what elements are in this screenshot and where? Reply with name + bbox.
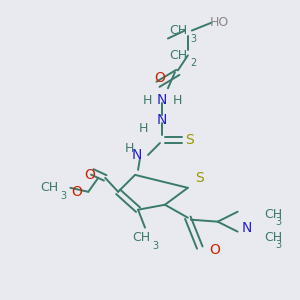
- Text: HO: HO: [210, 16, 229, 29]
- Text: H: H: [125, 142, 134, 154]
- Text: 3: 3: [275, 217, 281, 227]
- Text: N: N: [242, 220, 252, 235]
- Text: S: S: [185, 133, 194, 147]
- Text: CH: CH: [132, 231, 150, 244]
- Text: H: H: [173, 94, 182, 107]
- Text: O: O: [71, 185, 82, 199]
- Text: O: O: [210, 242, 220, 256]
- Text: N: N: [157, 93, 167, 107]
- Text: CH: CH: [170, 49, 188, 62]
- Text: 3: 3: [60, 191, 67, 201]
- Text: O: O: [154, 71, 165, 85]
- Text: CH: CH: [170, 24, 188, 37]
- Text: N: N: [132, 148, 142, 162]
- Text: 3: 3: [152, 241, 158, 250]
- Text: CH: CH: [40, 181, 58, 194]
- Text: H: H: [139, 122, 148, 135]
- Text: 3: 3: [190, 34, 196, 44]
- Text: O: O: [84, 168, 95, 182]
- Text: H: H: [142, 94, 152, 107]
- Text: 2: 2: [190, 58, 196, 68]
- Text: CH: CH: [265, 231, 283, 244]
- Text: N: N: [157, 113, 167, 127]
- Text: CH: CH: [265, 208, 283, 221]
- Text: 3: 3: [275, 240, 281, 250]
- Text: S: S: [195, 171, 203, 185]
